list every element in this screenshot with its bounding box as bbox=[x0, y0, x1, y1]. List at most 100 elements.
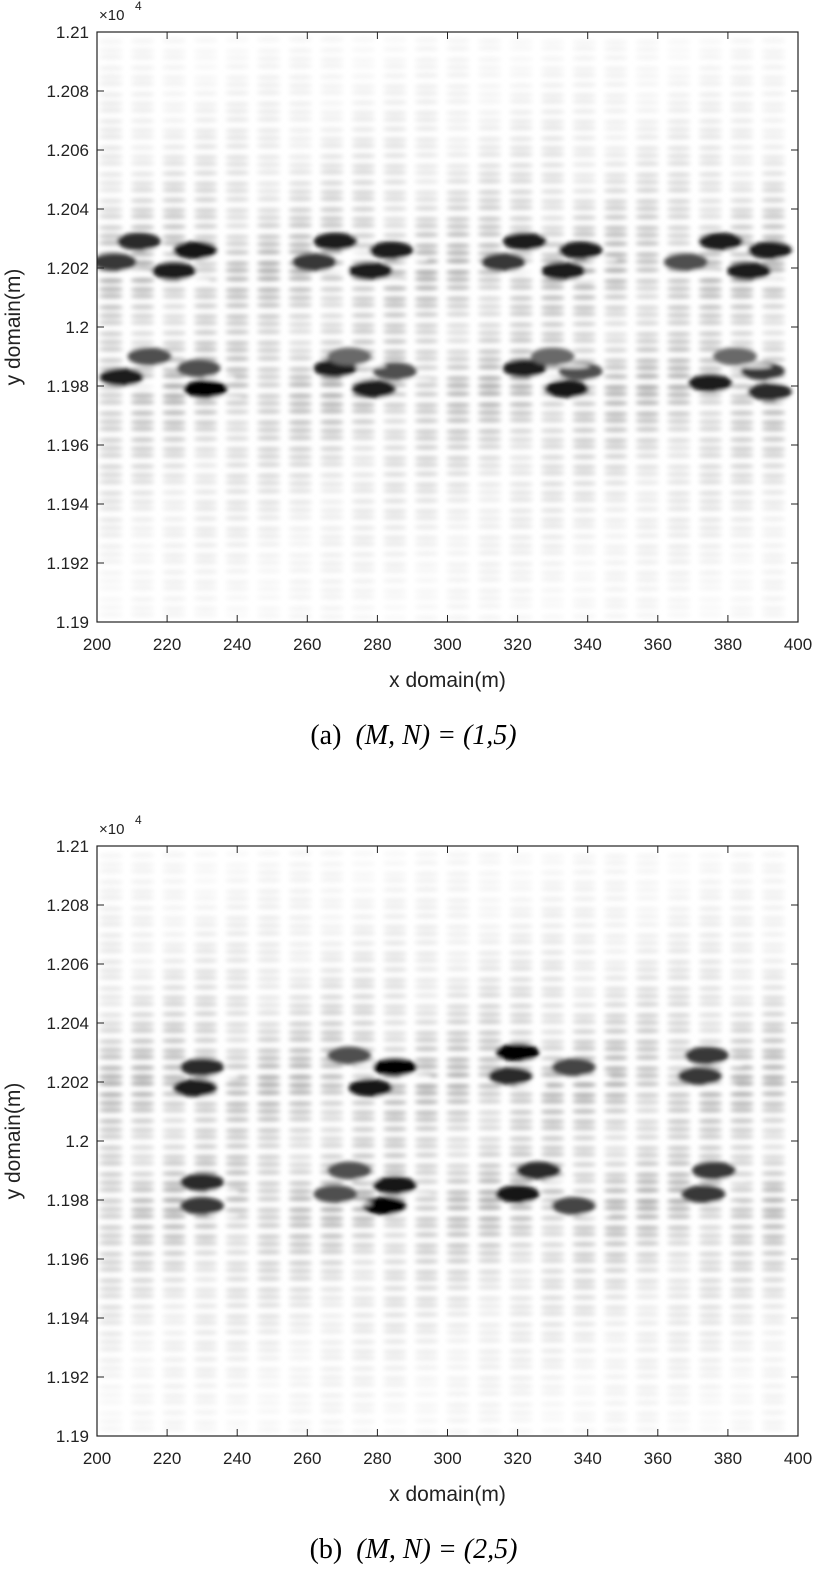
ripple-mark bbox=[99, 206, 124, 213]
ripple-mark bbox=[193, 420, 218, 426]
ripple-mark bbox=[351, 1275, 376, 1281]
ripple-mark bbox=[509, 1357, 534, 1363]
ripple-mark bbox=[193, 552, 218, 559]
ripple-mark bbox=[319, 1339, 344, 1346]
ripple-mark bbox=[603, 506, 628, 513]
fringe-highlight bbox=[210, 396, 243, 401]
ripple-mark bbox=[319, 1142, 344, 1149]
ripple-mark bbox=[288, 169, 313, 175]
ripple-mark bbox=[351, 233, 376, 239]
ripple-mark bbox=[288, 109, 313, 115]
ripple-mark bbox=[99, 357, 124, 364]
ripple-mark bbox=[193, 181, 218, 187]
ripple-mark bbox=[414, 72, 439, 78]
ripple-mark bbox=[572, 454, 597, 460]
ripple-mark bbox=[225, 1234, 250, 1240]
ripple-mark bbox=[477, 497, 502, 503]
ripple-mark bbox=[130, 213, 155, 219]
ripple-mark bbox=[225, 267, 250, 273]
ripple-mark bbox=[319, 127, 344, 133]
ripple-mark bbox=[729, 1187, 754, 1193]
ripple-mark bbox=[698, 558, 723, 565]
ripple-mark bbox=[288, 903, 313, 910]
ripple-mark bbox=[193, 293, 218, 300]
ripple-mark bbox=[414, 1090, 439, 1096]
ripple-mark bbox=[761, 340, 786, 346]
ripple-mark bbox=[319, 567, 344, 573]
ripple-mark bbox=[446, 1098, 471, 1105]
ripple-mark bbox=[130, 958, 155, 965]
ripple-mark bbox=[382, 1163, 407, 1169]
ripple-mark bbox=[225, 314, 250, 320]
ripple-mark bbox=[351, 408, 376, 414]
ripple-mark bbox=[130, 446, 155, 452]
ripple-mark bbox=[603, 427, 628, 433]
ripple-mark bbox=[225, 108, 250, 114]
ripple-mark bbox=[162, 419, 187, 426]
ripple-mark bbox=[256, 957, 281, 963]
ripple-mark bbox=[414, 577, 439, 583]
ripple-mark bbox=[666, 305, 691, 311]
ripple-mark bbox=[319, 950, 344, 956]
ripple-mark bbox=[193, 1340, 218, 1346]
ripple-mark bbox=[351, 877, 376, 883]
ripple-mark bbox=[130, 1277, 155, 1283]
ripple-mark bbox=[540, 45, 565, 51]
ripple-mark bbox=[603, 444, 628, 450]
ripple-mark bbox=[635, 1012, 660, 1019]
ripple-mark bbox=[256, 1320, 281, 1327]
ripple-mark bbox=[761, 921, 786, 928]
ripple-mark bbox=[446, 1391, 471, 1397]
ripple-mark bbox=[351, 1269, 376, 1275]
ripple-mark bbox=[446, 1243, 471, 1249]
ripple-mark bbox=[509, 497, 534, 503]
ripple-mark bbox=[382, 851, 407, 857]
ripple-mark bbox=[477, 311, 502, 317]
ripple-mark bbox=[130, 1012, 155, 1018]
ripple-mark bbox=[288, 1313, 313, 1319]
ripple-mark bbox=[162, 101, 187, 107]
ripple-mark bbox=[477, 1364, 502, 1370]
ripple-mark bbox=[414, 57, 439, 63]
ripple-mark bbox=[99, 868, 124, 874]
ripple-mark bbox=[540, 454, 565, 460]
ripple-mark bbox=[256, 222, 281, 229]
intensity-blob bbox=[530, 347, 575, 366]
ripple-mark bbox=[162, 1426, 187, 1432]
ripple-mark bbox=[351, 63, 376, 69]
ripple-mark bbox=[130, 251, 155, 257]
ripple-mark bbox=[729, 1047, 754, 1054]
ripple-mark bbox=[698, 1001, 723, 1007]
ripple-mark bbox=[414, 83, 439, 90]
ripple-mark bbox=[446, 1322, 471, 1328]
ripple-mark bbox=[99, 974, 124, 980]
ripple-mark bbox=[225, 1161, 250, 1167]
ripple-mark bbox=[130, 426, 155, 432]
ripple-mark bbox=[225, 595, 250, 601]
ripple-mark bbox=[414, 1391, 439, 1397]
ripple-mark bbox=[162, 160, 187, 167]
ripple-mark bbox=[540, 603, 565, 609]
ripple-mark bbox=[193, 101, 218, 107]
ripple-mark bbox=[698, 445, 723, 451]
ripple-mark bbox=[319, 1321, 344, 1328]
ripple-mark bbox=[729, 319, 754, 326]
ripple-mark bbox=[761, 1383, 786, 1389]
ripple-mark bbox=[698, 251, 723, 257]
ripple-mark bbox=[666, 921, 691, 927]
ripple-mark bbox=[666, 47, 691, 53]
ripple-mark bbox=[193, 1128, 218, 1134]
ripple-mark bbox=[288, 275, 313, 281]
ripple-mark bbox=[666, 490, 691, 497]
ripple-mark bbox=[635, 400, 660, 406]
ripple-mark bbox=[666, 1092, 691, 1098]
ripple-mark bbox=[130, 313, 155, 319]
ripple-mark bbox=[225, 287, 250, 293]
ripple-mark bbox=[319, 1249, 344, 1255]
ripple-mark bbox=[761, 862, 786, 868]
ripple-mark bbox=[761, 1399, 786, 1405]
ripple-mark bbox=[509, 886, 534, 892]
ripple-mark bbox=[414, 296, 439, 302]
ripple-mark bbox=[509, 470, 534, 476]
ripple-mark bbox=[351, 897, 376, 903]
